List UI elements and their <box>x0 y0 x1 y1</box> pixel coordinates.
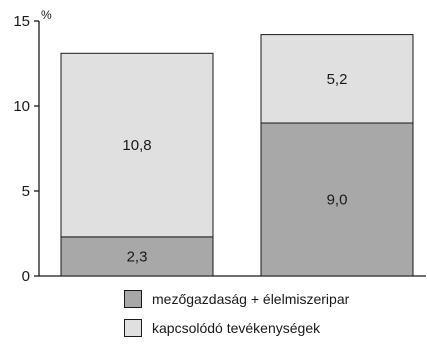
data-label-1-series-2: 10,8 <box>122 137 151 154</box>
y-axis-unit-label: % <box>41 8 52 22</box>
y-tick-label: 10 <box>13 98 30 115</box>
legend-swatch-series-2 <box>124 319 142 337</box>
data-label-1-series-1: 2,3 <box>127 248 148 265</box>
legend-label-series-1: mezőgazdaság + élelmiszeripar <box>152 291 349 307</box>
data-label-2-series-2: 5,2 <box>327 71 348 88</box>
data-label-2-series-1: 9,0 <box>327 192 348 209</box>
bars-layer <box>61 35 413 276</box>
legend-item-series-2: kapcsolódó tevékenységek <box>124 317 424 339</box>
legend-label-series-2: kapcsolódó tevékenységek <box>152 320 320 336</box>
y-tick-label: 15 <box>13 13 30 30</box>
stacked-bar-chart: 0 5 10 15% 2,3 10,8 9,0 5,2 <box>0 0 427 337</box>
y-tick-label: 0 <box>22 268 30 285</box>
legend-swatch-series-1 <box>124 290 142 308</box>
legend-item-series-1: mezőgazdaság + élelmiszeripar <box>124 288 424 310</box>
legend: mezőgazdaság + élelmiszeripar kapcsolódó… <box>124 288 424 346</box>
y-tick-label: 5 <box>22 183 30 200</box>
